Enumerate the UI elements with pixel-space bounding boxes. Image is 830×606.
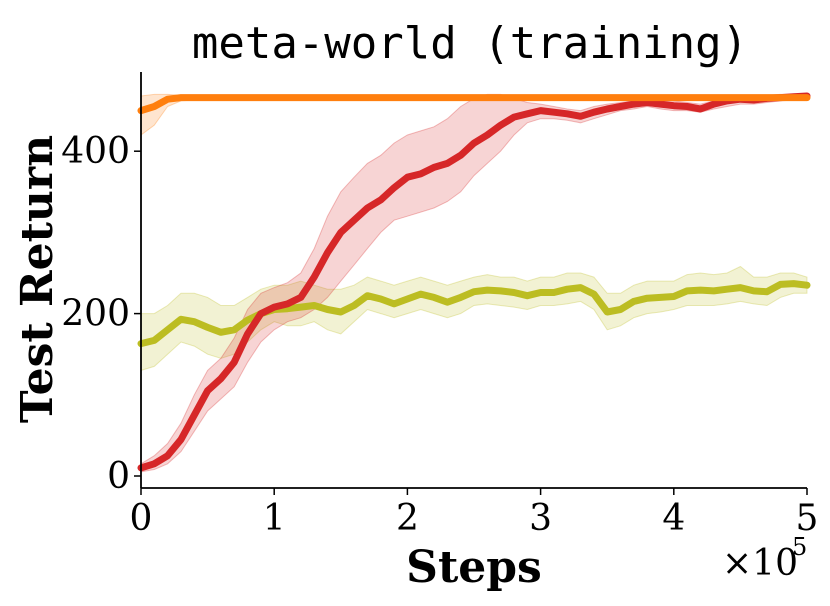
chart-title: meta-world (training) [192, 18, 748, 69]
x-tick-label: 1 [263, 498, 286, 539]
x-tick-label: 3 [529, 498, 552, 539]
y-ticks: 0 200 400 [61, 131, 141, 497]
x-tick-label: 5 [796, 498, 819, 539]
x-multiplier: ×10 [722, 543, 798, 584]
x-tick-label: 0 [130, 498, 153, 539]
series-lines [137, 92, 811, 472]
x-tick-label: 2 [396, 498, 419, 539]
y-tick-label: 400 [61, 131, 130, 172]
x-ticks: 0 1 2 3 4 5 [130, 488, 819, 539]
confidence-bands [140, 92, 808, 473]
series-0-line [137, 280, 811, 348]
y-tick-label: 0 [107, 456, 130, 497]
x-tick-label: 4 [662, 498, 685, 539]
series-1-line [137, 92, 811, 472]
y-axis-label: Test Return [12, 135, 63, 423]
x-axis-label: Steps [406, 542, 542, 593]
series-2-line [137, 94, 811, 115]
x-multiplier-exponent: 5 [792, 533, 807, 561]
y-tick-label: 200 [61, 294, 130, 335]
